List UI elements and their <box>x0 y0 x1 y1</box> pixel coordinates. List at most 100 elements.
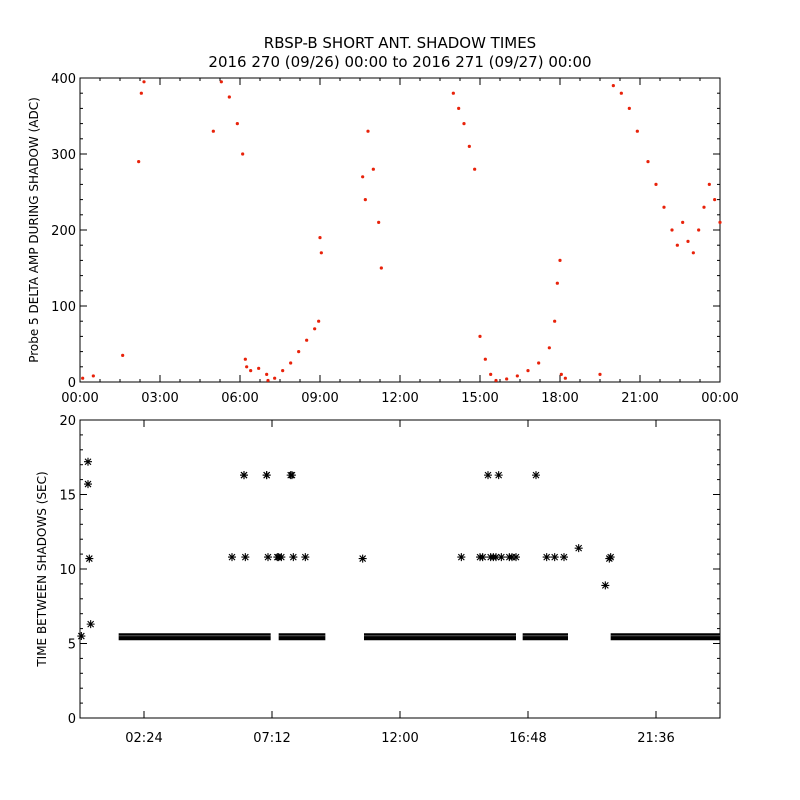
data-point <box>219 80 223 84</box>
data-point <box>713 198 717 202</box>
chart-title-line2: 2016 270 (09/26) 00:00 to 2016 271 (09/2… <box>208 53 591 71</box>
data-point <box>366 129 370 133</box>
data-point <box>249 369 253 373</box>
x-tick-label: 03:00 <box>141 391 178 406</box>
data-point <box>227 95 231 99</box>
data-point-asterisk <box>288 471 296 480</box>
data-point <box>318 236 322 240</box>
x-tick-label: 21:36 <box>637 731 674 746</box>
data-point <box>526 369 530 373</box>
data-point <box>670 228 674 232</box>
data-point <box>305 338 309 342</box>
data-point-asterisk <box>542 553 551 562</box>
data-point <box>483 357 487 361</box>
data-point <box>451 91 455 95</box>
data-point-asterisk <box>277 553 286 562</box>
x-tick-label: 02:24 <box>125 731 162 746</box>
y-tick-label: 15 <box>59 489 76 504</box>
data-point <box>563 376 567 380</box>
x-tick-label: 09:00 <box>301 391 338 406</box>
y-axis-label: TIME BETWEEN SHADOWS (SEC) <box>35 471 49 667</box>
data-point <box>489 372 493 376</box>
data-point-asterisk <box>478 553 487 562</box>
data-point-asterisk <box>492 553 500 562</box>
data-point <box>478 334 482 338</box>
data-point-asterisk <box>301 553 310 562</box>
x-tick-label: 15:00 <box>461 391 498 406</box>
data-point <box>266 378 270 383</box>
data-point <box>646 160 650 164</box>
y-tick-label: 20 <box>59 414 76 429</box>
y-tick-label: 10 <box>59 563 76 578</box>
data-point-asterisk <box>264 553 272 562</box>
data-point <box>81 376 85 380</box>
data-point <box>363 198 367 202</box>
data-point <box>289 361 293 365</box>
data-point-asterisk <box>77 632 86 641</box>
data-point <box>691 251 695 255</box>
data-point-asterisk <box>240 471 248 480</box>
x-tick-label: 16:48 <box>509 731 546 746</box>
data-point <box>371 167 375 171</box>
data-point <box>547 346 551 350</box>
data-point <box>235 122 239 126</box>
data-point-asterisk <box>574 544 583 553</box>
y-tick-label: 0 <box>68 712 76 727</box>
data-point-asterisk <box>484 471 492 480</box>
data-point-asterisk <box>497 553 506 562</box>
x-tick-label: 12:00 <box>381 731 418 746</box>
y-tick-label: 5 <box>68 638 76 653</box>
data-point <box>473 167 477 171</box>
data-point-asterisk <box>494 471 503 480</box>
data-point-asterisk <box>289 553 298 562</box>
data-point <box>241 152 245 156</box>
y-axis-label: Probe 5 DELTA AMP DURING SHADOW (ADC) <box>27 97 41 363</box>
data-point <box>505 377 509 381</box>
x-tick-label: 21:00 <box>621 391 658 406</box>
top-panel-shadow-amplitude: 00:00 03:00 06:00 09:00 12:00 15:00 18:00 21:00… <box>27 72 739 406</box>
data-point <box>681 220 685 224</box>
data-point <box>361 175 365 179</box>
data-point <box>515 374 519 378</box>
data-point <box>662 205 666 209</box>
data-point <box>243 357 247 361</box>
y-tick-label: 0 <box>68 376 76 391</box>
data-point <box>137 160 141 164</box>
y-tick-label: 100 <box>51 300 76 315</box>
bottom-panel-time-between-shadows: 02:24 07:12 12:00 16:48 21:36 0 5 10 15 20 TIME BE… <box>35 414 721 746</box>
data-point <box>273 376 277 380</box>
data-point <box>697 228 701 232</box>
data-point <box>377 220 381 224</box>
data-point <box>702 205 706 209</box>
x-tick-label: 06:00 <box>221 391 258 406</box>
data-point <box>139 91 143 95</box>
data-point-asterisk <box>606 553 615 562</box>
data-point <box>211 129 215 133</box>
x-tick-label: 00:00 <box>701 391 738 406</box>
data-point-asterisk <box>228 553 236 562</box>
data-point-asterisk <box>86 620 95 629</box>
y-tick-label: 400 <box>51 72 76 87</box>
data-point-asterisk <box>532 471 540 480</box>
y-tick-label: 200 <box>51 224 76 239</box>
plot-frame <box>79 419 721 719</box>
data-point <box>558 258 562 262</box>
data-point <box>457 106 461 110</box>
data-point <box>686 239 690 243</box>
data-point <box>537 361 541 365</box>
data-point <box>675 243 679 247</box>
data-point <box>611 84 615 88</box>
data-point <box>379 266 383 270</box>
data-point <box>559 372 563 376</box>
data-point <box>257 366 261 370</box>
data-point <box>281 369 285 373</box>
chart-title-line1: RBSP-B SHORT ANT. SHADOW TIMES <box>264 34 536 52</box>
data-point <box>121 353 125 357</box>
data-point-asterisk <box>84 457 92 466</box>
data-point <box>317 319 321 323</box>
data-point <box>494 378 498 383</box>
data-point <box>598 372 602 376</box>
data-point <box>467 144 471 148</box>
data-point <box>619 91 623 95</box>
